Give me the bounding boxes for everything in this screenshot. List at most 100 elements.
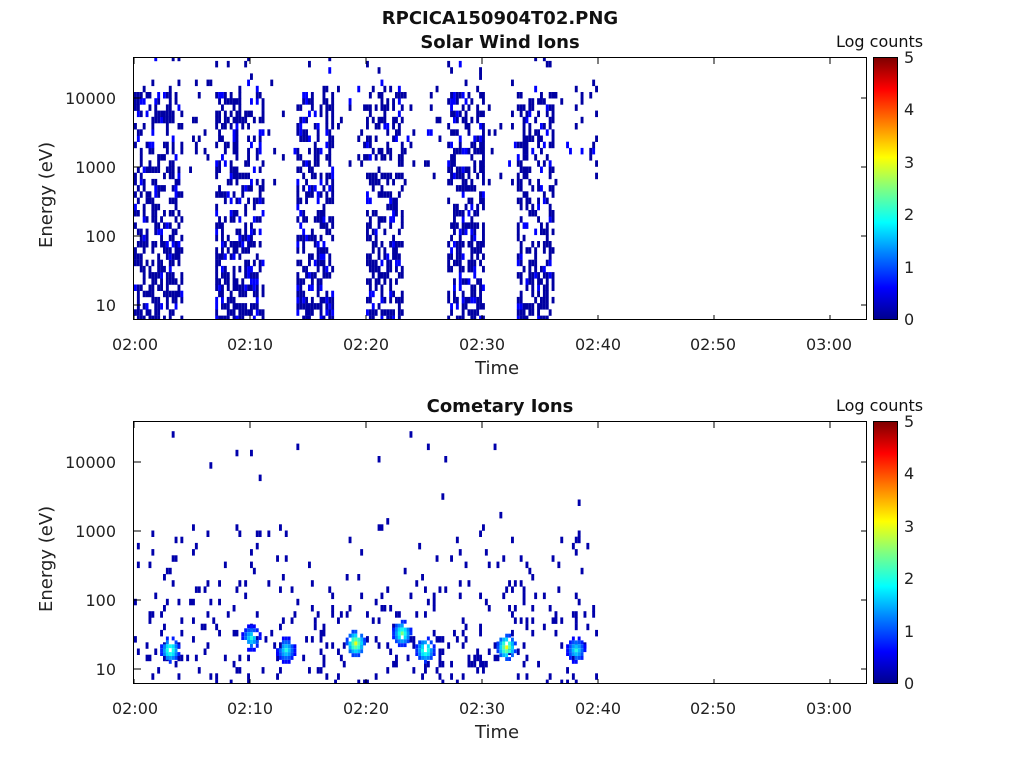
spectrogram-cell — [366, 228, 369, 236]
spectrogram-cell — [525, 222, 529, 229]
spectrogram-cell — [470, 203, 474, 211]
spectrogram-cell — [400, 272, 404, 279]
spectrogram-cell — [148, 290, 152, 298]
spectrogram-cell — [244, 265, 248, 273]
spectrogram-cell — [134, 284, 137, 291]
spectrogram-cell — [482, 160, 485, 167]
spectrogram-cell — [299, 290, 303, 298]
spectrogram-cell — [308, 234, 311, 242]
spectrogram-cell — [325, 110, 329, 118]
spectrogram-cell — [366, 611, 369, 618]
spectrogram-cell — [261, 104, 265, 111]
spectrogram-cell — [453, 92, 456, 99]
spectrogram-cell — [255, 296, 259, 304]
spectrogram-cell — [389, 241, 393, 248]
spectrogram-cell — [545, 315, 549, 319]
spectrogram-cell — [458, 147, 462, 155]
spectrogram-cell — [215, 123, 219, 130]
spectrogram-cell — [528, 129, 532, 136]
spectrogram-cell — [322, 92, 326, 99]
spectrogram-cell — [310, 253, 314, 260]
spectrogram-cell — [221, 234, 224, 242]
spectrogram-cell — [244, 284, 248, 291]
spectrogram-cell — [142, 265, 146, 273]
spectrogram-cell — [528, 197, 532, 205]
spectrogram-cell — [548, 123, 552, 130]
spectrogram-cell — [548, 216, 552, 223]
spectrogram-cell — [316, 160, 320, 167]
xtick-0210: 02:10 — [226, 335, 274, 354]
spectrogram-cell — [151, 79, 155, 87]
spectrogram-cell — [296, 284, 300, 291]
hotspot-cell — [354, 649, 358, 654]
spectrogram-cell — [528, 135, 532, 142]
spectrogram-cell — [511, 629, 514, 637]
spectrogram-cell — [458, 315, 462, 319]
spectrogram-cell — [218, 253, 221, 260]
spectrogram-cell — [299, 296, 303, 304]
spectrogram-cell — [511, 178, 514, 186]
spectrogram-cell — [592, 79, 596, 87]
spectrogram-cell — [299, 166, 303, 173]
spectrogram-cell — [371, 303, 375, 310]
spectrogram-cell — [360, 160, 364, 167]
spectrogram-cell — [551, 210, 555, 217]
hotspot-cell — [418, 640, 422, 645]
spectrogram-cell — [482, 141, 485, 149]
spectrogram-cell — [595, 629, 598, 637]
spectrogram-cell — [235, 247, 239, 254]
spectrogram-cell — [136, 648, 140, 655]
spectrogram-cell — [409, 431, 413, 438]
spectrogram-cell — [192, 549, 195, 556]
spectrogram-cell — [453, 228, 456, 236]
spectrogram-cell — [444, 586, 448, 593]
spectrogram-cell — [267, 530, 271, 537]
spectrogram-cell — [142, 241, 146, 248]
spectrogram-cell — [487, 561, 491, 569]
spectrogram-cell — [366, 679, 369, 683]
hotspot-cell — [354, 637, 358, 642]
spectrogram-cell — [258, 135, 262, 142]
spectrogram-cell — [296, 296, 300, 304]
spectrogram-cell — [308, 147, 311, 155]
spectrogram-cell — [499, 123, 503, 130]
spectrogram-cell — [537, 141, 540, 149]
spectrogram-cell — [308, 160, 311, 167]
spectrogram-cell — [174, 197, 178, 205]
spectrogram-cell — [397, 228, 401, 236]
spectrogram-cell — [374, 123, 378, 130]
spectrogram-cell — [470, 241, 474, 248]
spectrogram-cell — [331, 104, 335, 111]
spectrogram-cell — [542, 141, 546, 149]
hotspot-cell — [502, 641, 506, 646]
spectrogram-cell — [534, 247, 538, 254]
spectrogram-cell — [296, 185, 300, 192]
spectrogram-cell — [366, 197, 369, 205]
spectrogram-cell — [160, 303, 163, 310]
spectrogram-cell — [580, 567, 584, 575]
spectrogram-cell — [470, 154, 474, 161]
spectrogram-cell — [328, 154, 332, 161]
spectrogram-cell — [400, 216, 404, 223]
spectrogram-cell — [241, 315, 245, 319]
spectrogram-cell — [215, 203, 219, 211]
spectrogram-cell — [482, 191, 485, 198]
hotspot-cell — [496, 649, 500, 654]
spectrogram-cell — [310, 580, 314, 587]
spectrogram-cell — [325, 123, 329, 130]
spectrogram-cell — [368, 172, 372, 180]
spectrogram-cell — [522, 135, 526, 142]
spectrogram-cell — [360, 129, 364, 136]
spectrogram-cell — [215, 259, 219, 267]
spectrogram-cell — [487, 104, 491, 111]
spectrogram-cell — [528, 110, 532, 118]
hotspot-cell — [357, 649, 361, 654]
spectrogram-cell — [325, 197, 329, 205]
spectrogram-cell — [281, 154, 285, 161]
spectrogram-cell — [476, 278, 480, 285]
hotspot-cell — [511, 653, 514, 658]
spectrogram-cell — [470, 228, 474, 236]
spectrogram-cell — [464, 561, 468, 569]
spectrogram-cell — [386, 518, 390, 525]
spectrogram-cell — [453, 629, 456, 637]
